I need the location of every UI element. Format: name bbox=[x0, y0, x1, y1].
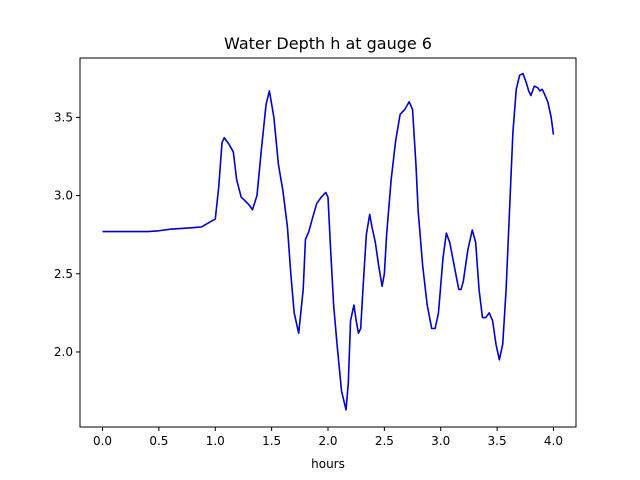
x-tick-label: 1.0 bbox=[206, 434, 225, 448]
y-tick-label: 2.0 bbox=[54, 345, 73, 359]
y-tick-label: 3.0 bbox=[54, 189, 73, 203]
axes-frame bbox=[79, 57, 577, 428]
series-line bbox=[102, 72, 555, 411]
x-tick-label: 1.5 bbox=[262, 434, 281, 448]
y-tick-label: 3.5 bbox=[54, 110, 73, 124]
x-tick-label: 3.5 bbox=[488, 434, 507, 448]
x-tick-label: 0.5 bbox=[149, 434, 168, 448]
plot-area bbox=[102, 72, 555, 411]
x-tick-label: 2.0 bbox=[318, 434, 337, 448]
x-axis-label: hours bbox=[311, 457, 345, 471]
x-tick-label: 2.5 bbox=[375, 434, 394, 448]
x-tick-label: 0.0 bbox=[93, 434, 112, 448]
chart-title: Water Depth h at gauge 6 bbox=[224, 34, 432, 53]
y-tick-label: 2.5 bbox=[54, 267, 73, 281]
x-axis: 0.0 0.5 1.0 1.5 2.0 2.5 3.0 3.5 4.0 bbox=[93, 427, 563, 448]
x-tick-label: 3.0 bbox=[431, 434, 450, 448]
y-axis: 2.0 2.5 3.0 3.5 bbox=[54, 110, 80, 359]
x-tick-label: 4.0 bbox=[544, 434, 563, 448]
